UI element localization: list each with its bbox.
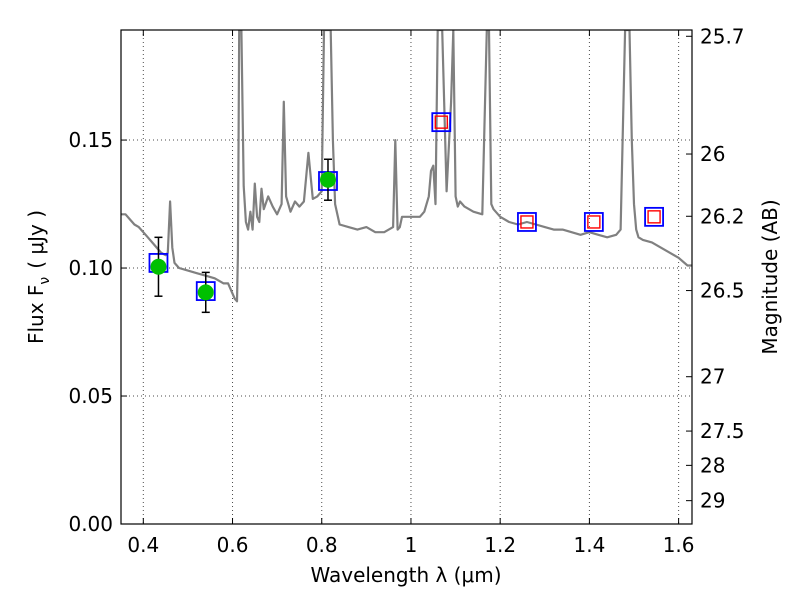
x-tick-label: 0.6 xyxy=(217,533,249,557)
x-tick-label: 0.4 xyxy=(127,533,159,557)
x-tick-label: 0.8 xyxy=(306,533,338,557)
y2-tick-label: 29 xyxy=(700,489,725,513)
model-spectrum-line xyxy=(121,30,692,303)
y2-tick-label: 27 xyxy=(700,365,725,389)
y-axis-title-main: Flux F xyxy=(24,285,48,344)
green-circle-marker xyxy=(150,258,167,275)
y2-tick-label: 28 xyxy=(700,453,725,477)
blue-square-marker xyxy=(583,212,604,232)
blue-square-marker xyxy=(644,206,664,227)
y2-tick-label: 26 xyxy=(700,142,725,166)
y2-tick-label: 25.7 xyxy=(700,24,745,48)
green-circle-marker xyxy=(319,171,336,188)
y-axis-title-unit: ( μJy ) xyxy=(24,210,48,269)
y-tick-label: 0.10 xyxy=(68,256,113,280)
plot-content xyxy=(121,30,692,314)
x-tick-label: 1.6 xyxy=(663,533,695,557)
y-axis-title-subscript: ν xyxy=(37,277,53,285)
x-axis-title: Wavelength λ (μm) xyxy=(310,563,501,587)
x-tick-label: 1.4 xyxy=(573,533,605,557)
x-tick-label: 1.2 xyxy=(484,533,516,557)
y2-tick-label: 26.2 xyxy=(700,204,745,228)
y2-ticks: 25.7 26 26.2 26.5 27 27.5 28 29 xyxy=(686,24,745,513)
y-tick-label: 0.05 xyxy=(68,384,113,408)
plot-frame xyxy=(120,29,693,525)
red-square-marker xyxy=(647,210,661,224)
x-tick-label: 1 xyxy=(405,533,418,557)
x-ticks: 0.4 0.6 0.8 1 1.2 1.4 1.6 xyxy=(127,30,695,557)
red-square-marker xyxy=(520,215,534,229)
blue-square-marker xyxy=(431,112,452,133)
red-square-marker xyxy=(434,115,448,129)
red-square-marker xyxy=(587,215,601,229)
green-circle-marker xyxy=(197,284,214,301)
blue-square-marker xyxy=(517,212,537,232)
y-ticks: 0.00 0.05 0.10 0.15 xyxy=(68,128,127,536)
y-tick-label: 0.00 xyxy=(68,512,113,536)
y2-axis-title: Magnitude (AB) xyxy=(758,199,782,354)
y2-tick-label: 26.5 xyxy=(700,279,745,303)
y-axis-title: Flux Fν ( μJy ) xyxy=(24,210,53,344)
y2-tick-label: 27.5 xyxy=(700,419,745,443)
plot-clipped-group xyxy=(121,30,692,303)
y-tick-label: 0.15 xyxy=(68,128,113,152)
